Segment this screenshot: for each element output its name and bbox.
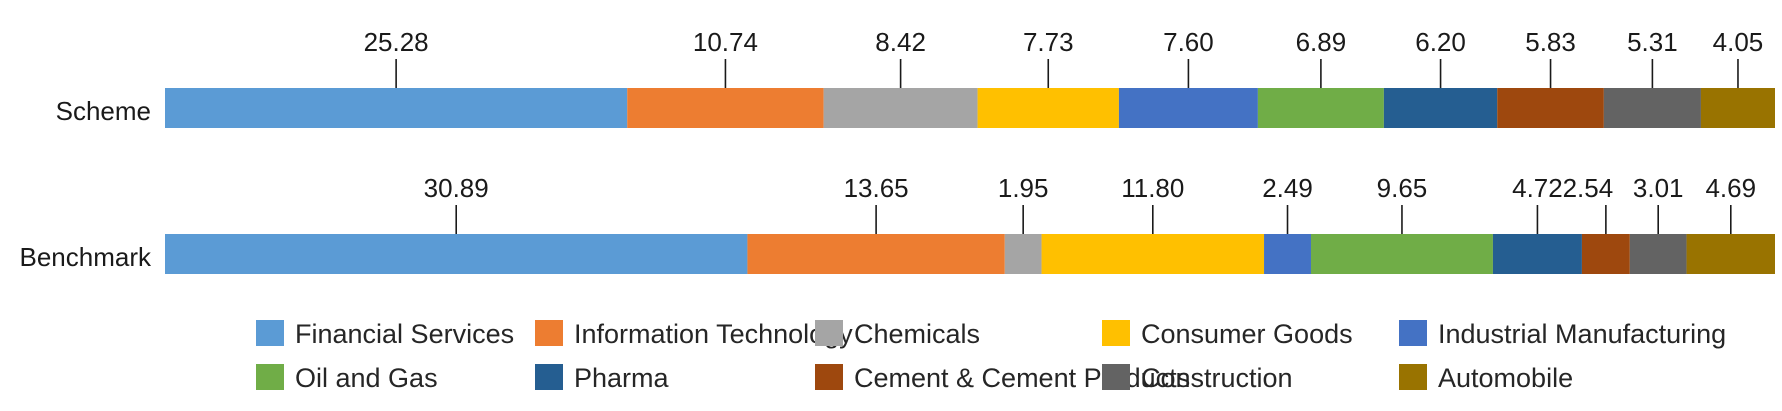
legend-swatch-consumer-goods xyxy=(1102,320,1130,346)
data-label-benchmark-cement-cement-products: 2.54 xyxy=(1563,173,1614,203)
data-label-callouts: 25.28 10.74 8.42 7.73 7.60 6.89 6.20 5.83 5.31 4.… xyxy=(364,27,1764,234)
bar-scheme-consumer-goods xyxy=(977,88,1119,128)
legend-label-automobile: Automobile xyxy=(1438,363,1573,393)
legend-label-construction: Construction xyxy=(1141,363,1293,393)
bar-scheme-information-technology xyxy=(627,88,824,128)
legend-swatch-industrial-manufacturing xyxy=(1399,320,1427,346)
data-label-scheme-pharma: 6.20 xyxy=(1415,27,1466,57)
legend-label-financial-services: Financial Services xyxy=(295,319,514,349)
legend-swatch-construction xyxy=(1102,364,1130,390)
data-label-benchmark-pharma: 4.72 xyxy=(1512,173,1563,203)
bar-benchmark-cement-cement-products xyxy=(1581,234,1630,274)
legend-swatch-pharma xyxy=(535,364,563,390)
bar-scheme-cement-cement-products xyxy=(1497,88,1604,128)
bar-scheme-oil-and-gas xyxy=(1257,88,1384,128)
legend-swatch-financial-services xyxy=(256,320,284,346)
data-label-scheme-chemicals: 8.42 xyxy=(875,27,926,57)
data-label-scheme-industrial-manufacturing: 7.60 xyxy=(1163,27,1214,57)
bar-segments xyxy=(165,88,1775,274)
data-label-scheme-consumer-goods: 7.73 xyxy=(1023,27,1074,57)
legend-label-information-technology: Information Technology xyxy=(574,319,853,349)
bar-benchmark-industrial-manufacturing xyxy=(1264,234,1311,274)
legend-label-pharma: Pharma xyxy=(574,363,670,393)
category-label-benchmark: Benchmark xyxy=(20,242,152,272)
bar-benchmark-construction xyxy=(1629,234,1687,274)
legend-label-cement-cement-products: Cement & Cement Products xyxy=(854,363,1190,393)
category-label-scheme: Scheme xyxy=(56,96,151,126)
bar-scheme-industrial-manufacturing xyxy=(1118,88,1258,128)
legend-swatch-chemicals xyxy=(815,320,843,346)
data-label-benchmark-information-technology: 13.65 xyxy=(844,173,909,203)
data-label-benchmark-industrial-manufacturing: 2.49 xyxy=(1262,173,1313,203)
legend-label-consumer-goods: Consumer Goods xyxy=(1141,319,1353,349)
legend-swatch-automobile xyxy=(1399,364,1427,390)
bar-benchmark-information-technology xyxy=(747,234,1005,274)
legend-swatch-oil-and-gas xyxy=(256,364,284,390)
data-label-scheme-automobile: 4.05 xyxy=(1713,27,1764,57)
category-labels: Scheme Benchmark xyxy=(20,96,152,272)
data-label-scheme-financial-services: 25.28 xyxy=(364,27,429,57)
bar-benchmark-automobile xyxy=(1686,234,1775,274)
bar-benchmark-financial-services xyxy=(165,234,748,274)
bar-scheme-pharma xyxy=(1383,88,1498,128)
bar-scheme-automobile xyxy=(1700,88,1775,128)
data-label-scheme-cement-cement-products: 5.83 xyxy=(1525,27,1576,57)
legend-swatch-information-technology xyxy=(535,320,563,346)
data-label-scheme-construction: 5.31 xyxy=(1627,27,1678,57)
bar-benchmark-pharma xyxy=(1492,234,1582,274)
bar-scheme-construction xyxy=(1603,88,1701,128)
data-label-benchmark-chemicals: 1.95 xyxy=(998,173,1049,203)
bar-benchmark-consumer-goods xyxy=(1041,234,1265,274)
legend-label-chemicals: Chemicals xyxy=(854,319,980,349)
legend-swatch-cement-cement-products xyxy=(815,364,843,390)
data-label-benchmark-consumer-goods: 11.80 xyxy=(1121,173,1184,203)
data-label-scheme-oil-and-gas: 6.89 xyxy=(1296,27,1347,57)
legend-label-oil-and-gas: Oil and Gas xyxy=(295,363,438,393)
legend: Financial Services Information Technology… xyxy=(256,319,1726,393)
data-label-scheme-information-technology: 10.74 xyxy=(693,27,758,57)
data-label-benchmark-oil-and-gas: 9.65 xyxy=(1377,173,1428,203)
data-label-benchmark-automobile: 4.69 xyxy=(1705,173,1756,203)
bar-scheme-financial-services xyxy=(165,88,628,128)
legend-label-industrial-manufacturing: Industrial Manufacturing xyxy=(1438,319,1726,349)
bar-benchmark-oil-and-gas xyxy=(1310,234,1493,274)
data-label-benchmark-financial-services: 30.89 xyxy=(424,173,489,203)
data-label-benchmark-construction: 3.01 xyxy=(1633,173,1684,203)
bar-scheme-chemicals xyxy=(823,88,978,128)
bar-benchmark-chemicals xyxy=(1004,234,1042,274)
